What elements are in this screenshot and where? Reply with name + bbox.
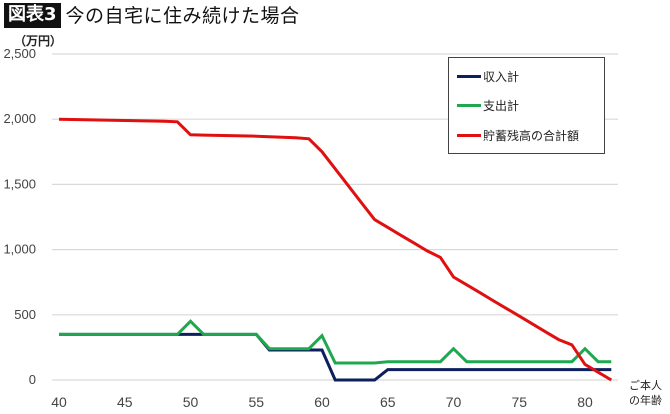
x-axis-label: ご本人 の年齢 — [629, 378, 662, 408]
x-tick-label: 45 — [117, 394, 133, 410]
y-tick-label: 500 — [14, 307, 36, 322]
series-line-income — [59, 332, 612, 382]
y-tick-label: 1,500 — [3, 176, 36, 191]
y-tick-label: 0 — [29, 372, 36, 387]
y-axis-unit: （万円） — [14, 34, 63, 48]
x-tick-label: 50 — [183, 394, 199, 410]
x-tick-label: 70 — [446, 394, 462, 410]
x-tick-label: 55 — [248, 394, 264, 410]
y-tick-label: 2,000 — [3, 111, 36, 126]
legend-swatch-income — [457, 75, 481, 78]
y-tick-label: 1,000 — [3, 242, 36, 257]
figure-badge: 図表3 — [4, 3, 61, 28]
legend-label-income: 収入計 — [483, 70, 520, 84]
x-tick-label: 75 — [511, 394, 527, 410]
series-line-spending — [59, 319, 612, 365]
legend-swatch-spending — [457, 104, 481, 107]
x-tick-label: 65 — [380, 394, 396, 410]
legend-label-spending: 支出計 — [483, 99, 520, 113]
x-axis-label-line1: ご本人 — [629, 379, 662, 392]
legend: 収入計 支出計 貯蓄残高の合計額 — [448, 57, 605, 154]
x-axis-label-line2: の年齢 — [629, 394, 662, 407]
x-tick-label: 80 — [577, 394, 593, 410]
legend-item-savings: 貯蓄残高の合計額 — [457, 127, 579, 144]
y-tick-label: 2,500 — [3, 46, 36, 61]
x-tick-label: 60 — [314, 394, 330, 410]
legend-item-spending: 支出計 — [457, 97, 519, 114]
x-tick-label: 40 — [51, 394, 67, 410]
legend-label-savings: 貯蓄残高の合計額 — [483, 129, 580, 143]
legend-item-income: 収入計 — [457, 68, 519, 85]
series-line-savings — [58, 117, 613, 382]
title-text: 今の自宅に住み続けた場合 — [65, 4, 300, 27]
chart-title: 図表3 今の自宅に住み続けた場合 — [4, 3, 300, 28]
legend-swatch-savings — [457, 134, 481, 137]
